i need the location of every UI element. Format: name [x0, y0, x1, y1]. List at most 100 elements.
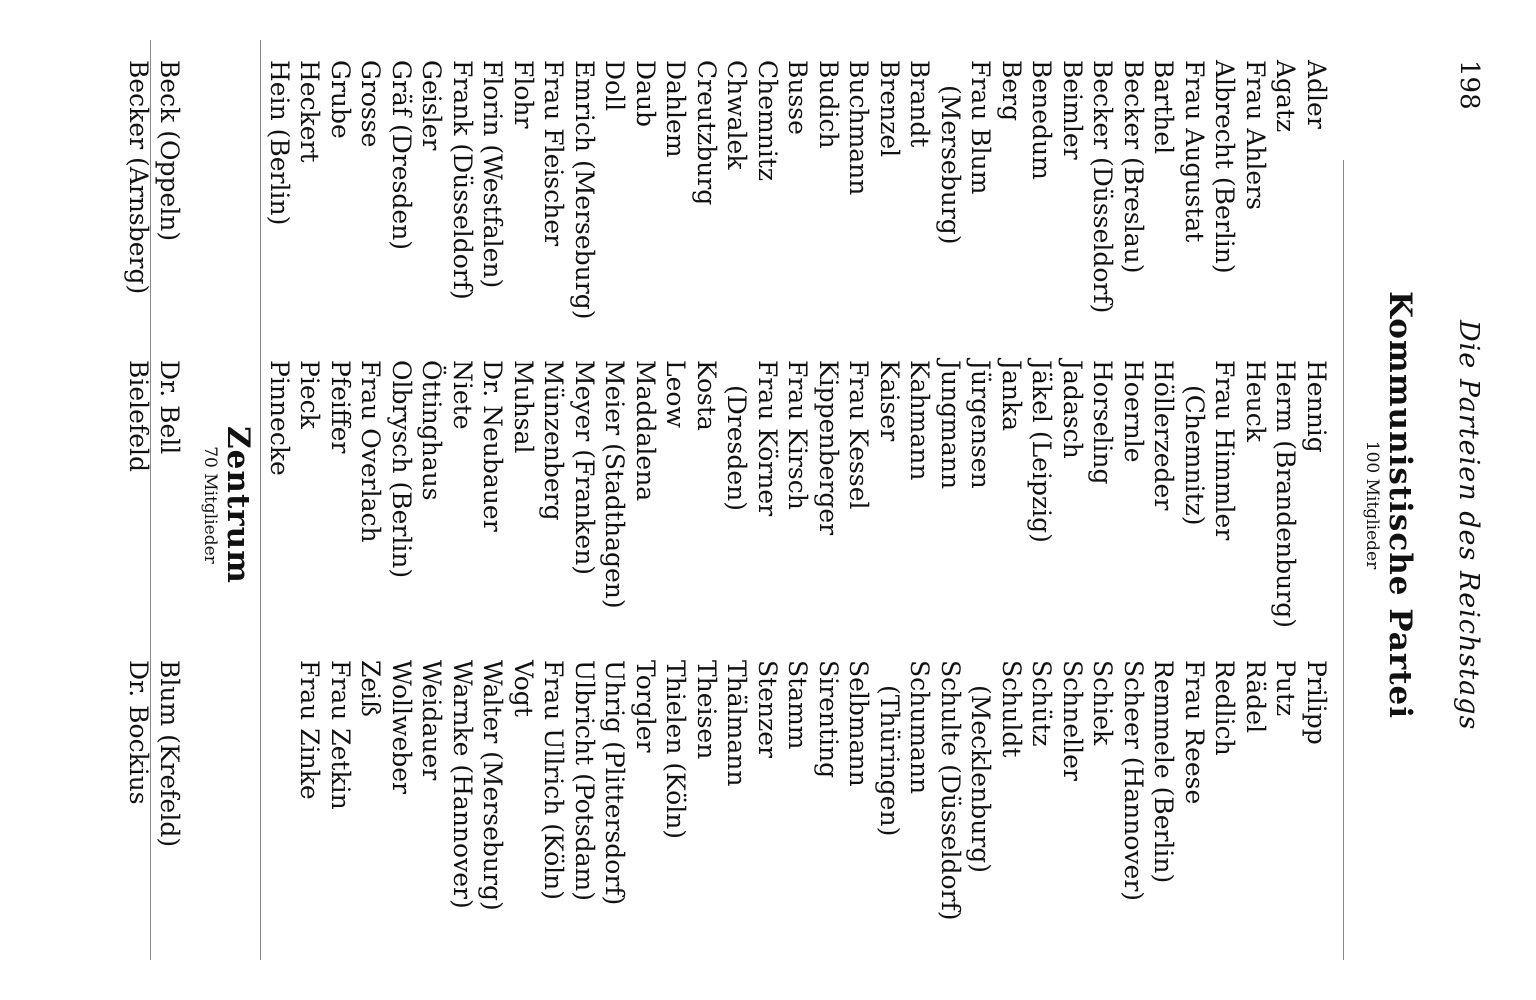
running-head: Die Parteien des Reichstags [1453, 320, 1484, 731]
member-name: Pinnecke [265, 360, 294, 476]
section-title-kpd: Kommunistische Partei [1382, 290, 1418, 720]
member-name: Schumann [905, 660, 935, 795]
member-name: (Merseburg) [936, 85, 965, 245]
member-name: Kaiser [875, 360, 904, 442]
member-name: Grube [326, 60, 355, 139]
member-name: Maddalena [631, 360, 660, 502]
member-name: Schiek [1088, 660, 1118, 746]
member-name: Blum (Krefeld) [155, 660, 184, 848]
member-name: Frau Kirsch [783, 360, 813, 510]
member-name: Jürgensen [966, 360, 996, 489]
member-name: Daub [631, 60, 660, 128]
member-name: Vogt [509, 660, 538, 717]
member-name: Meier (Stadthagen) [600, 360, 630, 609]
member-name: Weidauer [417, 660, 447, 781]
member-name: Flohr [509, 60, 538, 129]
member-name: Brandt [905, 60, 935, 148]
member-name: Frau Ullrich (Köln) [539, 660, 569, 900]
member-name: Doll [600, 60, 630, 112]
member-name: Geisler [417, 60, 447, 151]
member-name: Höllerzeder [1149, 360, 1179, 511]
kpd-column-1: Adler Agatz Frau Ahlers Albrecht (Berlin) Fr… [264, 60, 1331, 350]
member-name: Horseling [1088, 360, 1118, 485]
member-name: Kosta [692, 360, 721, 431]
member-name: Frau Zinke [295, 660, 325, 800]
member-name: Zeiß [356, 660, 386, 717]
member-name: Münzenberg [539, 360, 569, 521]
member-name: Janka [997, 360, 1026, 432]
kpd-column-3: Prilipp Putz Rädel Redlich Frau Reese Remmele… [294, 660, 1332, 950]
member-name: Schuldt [997, 660, 1026, 758]
member-name: Frau Zetkin [326, 660, 355, 810]
member-name: Frau Himmler [1210, 360, 1240, 541]
member-name: Beck (Oppeln) [155, 60, 184, 242]
divider-rule [1343, 160, 1344, 960]
member-name: Muhsal [509, 360, 538, 454]
member-name: Agatz [1271, 60, 1301, 133]
member-name: Barthel [1149, 60, 1179, 155]
member-name: Torgler [631, 660, 660, 753]
member-name: Jadasch [1058, 360, 1087, 459]
member-name: Sirenting [814, 660, 843, 779]
page-header: 198 Die Parteien des Reichstags [1444, 0, 1484, 1000]
member-name: Brenzel [875, 60, 904, 158]
member-name: Thälmann [722, 660, 752, 787]
member-name: Leow [661, 360, 691, 428]
divider-rule [260, 40, 261, 960]
member-name: Olbrysch (Berlin) [387, 360, 416, 579]
member-name: Bielefeld [124, 360, 154, 472]
member-name: (Chemnitz) [1180, 385, 1209, 526]
member-name: Dahlem [661, 60, 691, 158]
member-name: Frank (Düsseldorf) [448, 60, 477, 300]
member-name: Becker (Breslau) [1119, 60, 1148, 274]
section-subtitle-kpd: 100 Mitglieder [1362, 440, 1382, 570]
member-name: (Dresden) [722, 385, 752, 512]
member-name: Dr. Bell [155, 360, 184, 455]
member-name: Uhrig (Plittersdorf) [600, 660, 630, 906]
member-name: Öttinghaus [417, 360, 447, 501]
member-name: (Mecklenburg) [966, 685, 996, 874]
member-name: Meyer (Franken) [570, 360, 599, 576]
member-name: Becker (Arnsberg) [124, 60, 154, 295]
member-name: Rädel [1241, 660, 1270, 734]
member-name: Remmele (Berlin) [1149, 660, 1179, 884]
member-name: Emrich (Merseburg) [570, 60, 599, 320]
member-name: Stenzer [753, 660, 782, 758]
member-name: Schneller [1058, 660, 1087, 781]
member-name: Kippenberger [814, 360, 843, 536]
member-name: Prilipp [1302, 660, 1331, 745]
page-number: 198 [1454, 60, 1484, 110]
member-name: Frau Augustat [1180, 60, 1209, 243]
zentrum-section: Zentrum 70 Mitglieder [200, 60, 256, 950]
member-name: Dr. Neubauer [478, 360, 508, 532]
member-name: Grosse [356, 60, 386, 148]
member-name: Kahmann [905, 360, 935, 481]
member-name: Putz [1271, 660, 1301, 717]
member-name: Berg [997, 60, 1026, 122]
kpd-section: Kommunistische Partei 100 Mitglieder [1362, 60, 1418, 950]
member-name: Wollweber [387, 660, 416, 794]
member-name: Frau Ahlers [1241, 60, 1270, 210]
member-name: Theisen [692, 660, 721, 760]
member-name: Florin (Westfalen) [478, 60, 508, 289]
zentrum-column-2: Dr. Bell Bielefeld [123, 360, 185, 650]
member-name: Ulbricht (Potsdam) [570, 660, 599, 901]
member-name: Stamm [783, 660, 813, 750]
member-name: Gräf (Dresden) [387, 60, 416, 251]
member-name: Hein (Berlin) [265, 60, 294, 226]
member-name: Beimler [1058, 60, 1087, 160]
member-name: Frau Blum [966, 60, 996, 195]
member-name: Thielen (Köln) [661, 660, 691, 840]
member-name: Budich [814, 60, 843, 149]
member-name: Hoernle [1119, 360, 1148, 463]
member-name: Buchmann [844, 60, 874, 196]
member-name: Pfeiffer [326, 360, 355, 454]
member-name: Frau Overlach [356, 360, 386, 543]
member-name: Heckert [295, 60, 325, 163]
member-name: Scheer (Hannover) [1119, 660, 1148, 902]
member-name: Selbmann [844, 660, 874, 787]
member-name: Creutzburg [692, 60, 721, 206]
member-name: Albrecht (Berlin) [1210, 60, 1240, 274]
section-title-zentrum: Zentrum [220, 426, 256, 584]
